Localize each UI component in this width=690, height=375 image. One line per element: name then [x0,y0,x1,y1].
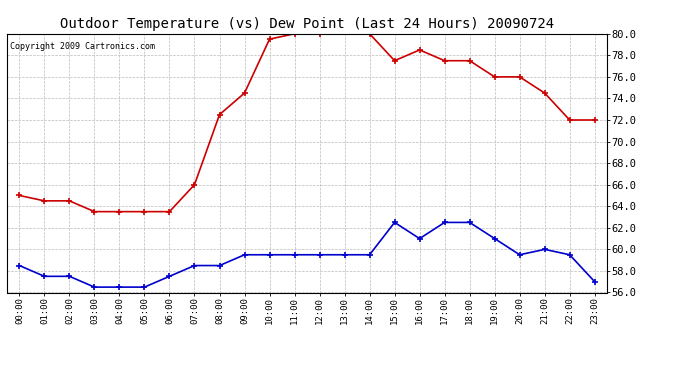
Text: Copyright 2009 Cartronics.com: Copyright 2009 Cartronics.com [10,42,155,51]
Title: Outdoor Temperature (vs) Dew Point (Last 24 Hours) 20090724: Outdoor Temperature (vs) Dew Point (Last… [60,17,554,31]
